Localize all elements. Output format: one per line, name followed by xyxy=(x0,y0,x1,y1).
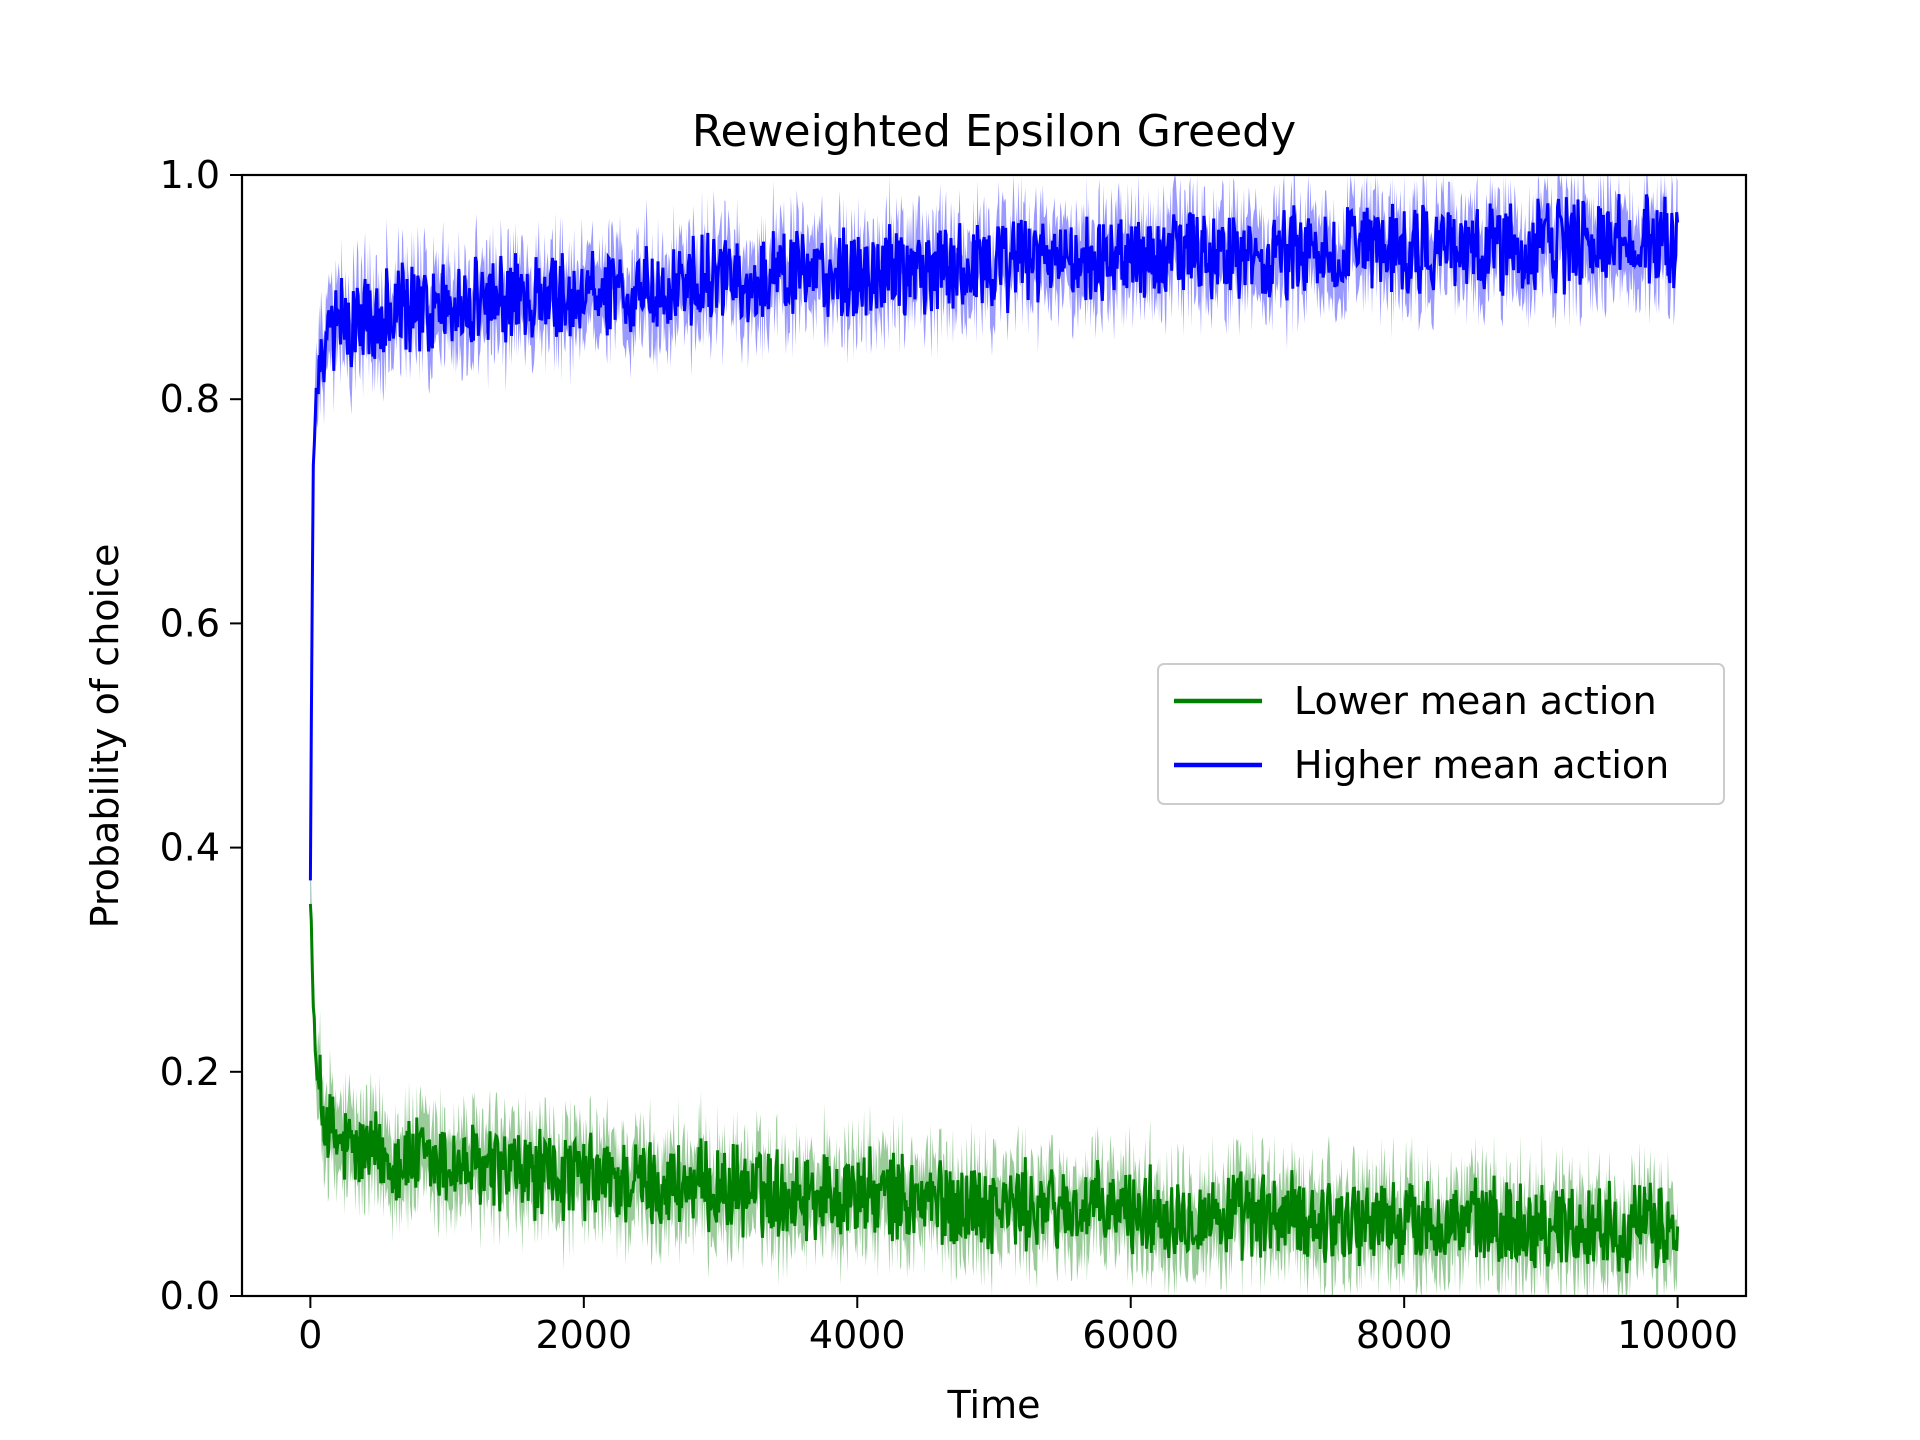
x-axis: 0 2000 4000 6000 8000 10000 xyxy=(298,1296,1738,1357)
x-tick-label: 10000 xyxy=(1617,1313,1738,1357)
x-axis-label: Time xyxy=(947,1383,1041,1427)
chart-title: Reweighted Epsilon Greedy xyxy=(692,106,1296,157)
series-line-1 xyxy=(308,194,1680,881)
y-tick-label: 0.8 xyxy=(160,377,220,421)
y-tick-label: 0.0 xyxy=(160,1274,220,1318)
x-tick-label: 8000 xyxy=(1356,1313,1453,1357)
legend-box xyxy=(1157,663,1725,805)
y-tick-label: 1.0 xyxy=(160,153,220,197)
y-axis: 0.0 0.2 0.4 0.6 0.8 1.0 xyxy=(160,153,242,1318)
plot-area xyxy=(308,175,1680,1296)
legend-label-lower: Lower mean action xyxy=(1294,679,1657,723)
legend: Lower mean action Higher mean action xyxy=(1157,663,1725,805)
x-tick-label: 6000 xyxy=(1082,1313,1179,1357)
y-tick-label: 0.4 xyxy=(160,826,220,870)
x-tick-label: 4000 xyxy=(809,1313,906,1357)
legend-label-higher: Higher mean action xyxy=(1294,743,1669,787)
series-band-1 xyxy=(310,175,1678,926)
axes-frame xyxy=(240,173,1748,1298)
x-tick-label: 0 xyxy=(298,1313,322,1357)
y-axis-label: Probability of choice xyxy=(83,544,127,929)
series-line-0 xyxy=(308,903,1680,1274)
y-tick-label: 0.2 xyxy=(160,1050,220,1094)
y-tick-label: 0.6 xyxy=(160,601,220,645)
x-tick-label: 2000 xyxy=(535,1313,632,1357)
